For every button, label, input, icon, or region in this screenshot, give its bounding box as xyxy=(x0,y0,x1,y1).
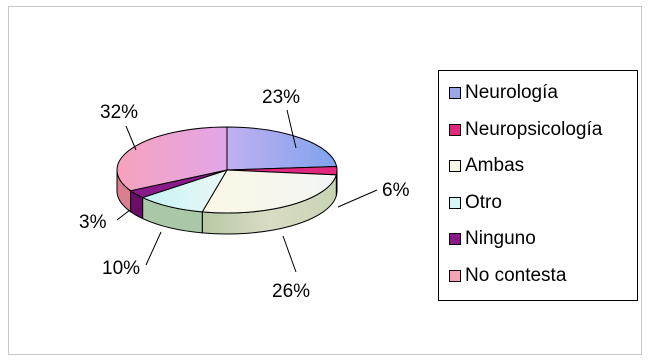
legend-item-4: Ninguno xyxy=(449,221,637,258)
data-label-5: 32% xyxy=(100,102,138,123)
pie-slice-2 xyxy=(201,169,337,214)
data-label-3: 10% xyxy=(102,258,140,279)
legend-swatch-0 xyxy=(449,87,461,100)
legend-label-2: Ambas xyxy=(465,155,525,177)
data-label-2: 26% xyxy=(272,281,310,302)
legend-item-3: Otro xyxy=(449,185,637,222)
legend-swatch-5 xyxy=(449,269,461,282)
data-label-4: 3% xyxy=(79,212,107,233)
pie-slice-5 xyxy=(116,126,228,192)
legend-swatch-1 xyxy=(449,123,461,136)
leader-line-2 xyxy=(282,235,297,273)
legend-item-5: No contesta xyxy=(449,258,637,295)
data-label-0: 23% xyxy=(262,87,300,108)
leader-line-5 xyxy=(125,125,137,151)
legend-item-2: Ambas xyxy=(449,148,637,185)
legend-label-0: Neurología xyxy=(465,82,558,104)
leader-line-0 xyxy=(286,109,297,149)
pie-slice-3 xyxy=(141,169,229,213)
legend-swatch-4 xyxy=(449,233,461,246)
legend-label-4: Ninguno xyxy=(465,228,536,250)
legend-label-1: Neuropsicología xyxy=(465,118,603,140)
legend: Neurología Neuropsicología Ambas Otro Ningun… xyxy=(438,70,638,301)
legend-item-1: Neuropsicología xyxy=(449,112,637,149)
legend-label-5: No contesta xyxy=(465,264,567,286)
leader-line-4 xyxy=(116,209,131,221)
data-label-1: 6% xyxy=(382,180,410,201)
leader-line-3 xyxy=(145,231,162,266)
legend-swatch-2 xyxy=(449,160,461,173)
legend-item-0: Neurología xyxy=(449,75,637,112)
legend-swatch-3 xyxy=(449,196,461,209)
leader-line-1 xyxy=(337,189,378,208)
pie-slice-0 xyxy=(226,126,338,171)
legend-label-3: Otro xyxy=(465,191,502,213)
